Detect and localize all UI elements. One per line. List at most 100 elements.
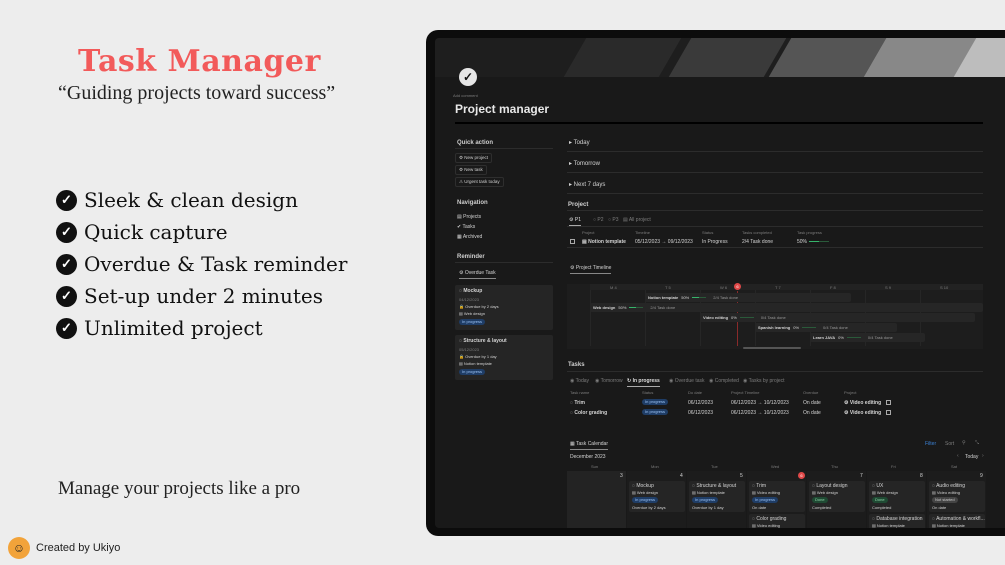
title-divider — [455, 122, 983, 124]
task-tab-tasks-by-project[interactable]: ◉ Tasks by project — [743, 378, 785, 384]
reminder-card[interactable]: ◌ Structure & layout 05/12/2023 🔒 Overdue … — [455, 335, 553, 380]
task-tab-today[interactable]: ◉ Today — [570, 378, 590, 384]
new-project-button[interactable]: ⚙ New project — [455, 153, 493, 163]
expand-icon[interactable]: ⤡ — [975, 440, 980, 446]
timeline-header — [590, 284, 983, 290]
calendar-task-card[interactable]: ◌ Trim ▤ Video editing In progress On date — [749, 481, 805, 512]
prev-month-button[interactable]: ‹ — [957, 453, 959, 459]
card-task-name: ◌ Automation & workfl... — [932, 516, 985, 522]
task-project[interactable]: ⚙ Video editing — [844, 400, 882, 406]
task-calendar-tab[interactable]: ▦ Task Calendar — [570, 441, 608, 450]
timeline-bar[interactable]: Web design 50% 2/4 Task done — [590, 303, 983, 312]
toggle-tomorrow[interactable]: ▸ Tomorrow — [569, 161, 600, 167]
bar-pct: 0% — [793, 325, 800, 330]
calendar-date: 8 — [920, 473, 923, 479]
timeline-bar[interactable]: Spanish learning 0% 0/4 Task done — [755, 323, 897, 332]
project-tab-p3[interactable]: ○ P3 — [608, 217, 619, 223]
feature-label: Unlimited project — [84, 316, 263, 340]
calendar-task-card[interactable]: ◌ UX ▤ Web design Done Completed — [869, 481, 925, 512]
task-project[interactable]: ⚙ Video editing — [844, 410, 882, 416]
task-name[interactable]: ◌ Trim — [570, 400, 585, 406]
project-status: In Progress — [702, 239, 728, 245]
reminder-card[interactable]: ◌ Mockup 04/12/2023 🔒 Overdue by 2 days ▤ W… — [455, 285, 553, 330]
timeline-bar[interactable]: Video editing 0% 0/4 Task done — [700, 313, 975, 322]
toggle-today[interactable]: ▸ Today — [569, 140, 590, 146]
reminder-overdue: 🔒 Overdue by 2 days — [459, 304, 499, 309]
today-marker: 6 — [734, 283, 741, 290]
task-tab-tomorrow[interactable]: ◉ Tomorrow — [595, 378, 623, 384]
card-note: Overdue by 1 day — [692, 505, 724, 510]
bar-content: Video editing 0% 0/4 Task done — [703, 315, 786, 320]
card-project: ▤ Video editing — [932, 490, 960, 495]
card-note: On date — [752, 505, 767, 510]
card-note: Completed — [812, 505, 832, 510]
nav-tasks[interactable]: ✔ Tasks — [457, 224, 476, 230]
reminder-task-name: ◌ Structure & layout — [459, 338, 507, 344]
project-tab-p1[interactable]: ⚙ P1 — [569, 217, 581, 226]
reminder-heading: Reminder — [457, 254, 485, 260]
card-status: Not started — [932, 497, 958, 503]
next-month-button[interactable]: › — [982, 453, 984, 459]
tasks-heading: Tasks — [568, 362, 585, 368]
bar-name: Video editing — [703, 315, 729, 320]
task-tab-in-progress[interactable]: ↻ In progress — [627, 378, 660, 387]
task-checkbox[interactable] — [886, 400, 891, 405]
calendar-date: 9 — [980, 473, 983, 479]
task-tab-completed[interactable]: ◉ Completed — [709, 378, 739, 384]
task-checkbox[interactable] — [886, 410, 891, 415]
bar-done: 2/4 Task done — [650, 305, 676, 310]
calendar-task-card[interactable]: ◌ Mockup ▤ Web design In progress Overdue b… — [629, 481, 685, 512]
project-name[interactable]: ▤ Notion template — [582, 239, 626, 245]
toggle-next-7-days[interactable]: ▸ Next 7 days — [569, 182, 606, 188]
feature-item: ✓ Set-up under 2 minutes — [56, 280, 347, 312]
nav-archived[interactable]: ▦ Archived — [457, 234, 483, 240]
card-project: ▤ Notion template — [872, 523, 905, 528]
urgent-task-button[interactable]: ⚠ Urgent task today — [455, 177, 504, 187]
reminder-project: ▤ Notion template — [459, 361, 492, 366]
button-label: Urgent task today — [464, 179, 500, 184]
new-task-button[interactable]: ⚙ New task — [455, 165, 487, 175]
status-badge: Done — [872, 497, 888, 503]
timeline-bar[interactable]: Learn JAVA 0% 0/4 Task done — [810, 333, 925, 342]
divider — [567, 151, 983, 152]
task-tab-overdue-task[interactable]: ◉ Overdue task — [669, 378, 705, 384]
project-tasks-done: 2/4 Task done — [742, 239, 774, 245]
calendar-task-card[interactable]: ◌ Automation & workfl... ▤ Notion templat… — [929, 514, 985, 528]
overdue-task-tab[interactable]: ⚙ Overdue Task — [459, 270, 496, 279]
calendar-task-card[interactable]: ◌ Layout design ▤ Web design Done Completed — [809, 481, 865, 512]
add-comment-link[interactable]: Add comment — [453, 93, 478, 98]
bar-progress — [846, 337, 861, 339]
timeline-day: M 4 — [610, 285, 617, 290]
task-name[interactable]: ◌ Color grading — [570, 410, 608, 416]
reminder-date: 04/12/2023 — [459, 297, 480, 302]
today-button[interactable]: Today — [965, 454, 979, 460]
row-checkbox[interactable] — [570, 239, 575, 244]
feature-label: Overdue & Task reminder — [84, 252, 348, 276]
project-tab-all-project[interactable]: ▤ All project — [623, 217, 651, 223]
feature-label: Set-up under 2 minutes — [84, 284, 324, 308]
project-tab-p2[interactable]: ○ P2 — [593, 217, 604, 223]
nav-projects[interactable]: ▤ Projects — [457, 214, 482, 220]
timeline-scrollbar[interactable] — [743, 347, 801, 349]
filter-button[interactable]: Filter — [925, 441, 937, 447]
project-timeline-tab[interactable]: ⚙ Project Timeline — [570, 265, 612, 274]
calendar-day-cell[interactable] — [567, 471, 626, 528]
timeline-bar[interactable]: Notion template 50% 2/4 Task done — [645, 293, 851, 302]
weekday-label: Sat — [951, 464, 958, 469]
project-column-header: Status — [702, 230, 714, 235]
card-project: ▤ Web design — [632, 490, 658, 495]
status-badge: In progress — [642, 399, 669, 405]
navigation-heading: Navigation — [457, 200, 488, 206]
calendar-task-card[interactable]: ◌ Color grading ▤ Video editing — [749, 514, 805, 528]
card-task-name: ◌ Mockup — [632, 483, 654, 489]
search-icon[interactable]: ⚲ — [962, 440, 966, 446]
calendar-task-card[interactable]: ◌ Audio editing ▤ Video editing Not starte… — [929, 481, 985, 512]
divider — [567, 172, 983, 173]
calendar-task-card[interactable]: ◌ Structure & layout ▤ Notion template In … — [689, 481, 745, 512]
calendar-task-card[interactable]: ◌ Database integration ▤ Notion template — [869, 514, 925, 528]
sort-button[interactable]: Sort — [945, 441, 955, 447]
bar-progress — [802, 327, 817, 329]
card-project: ▤ Notion template — [932, 523, 965, 528]
feature-item: ✓ Sleek & clean design — [56, 184, 347, 216]
bar-progress-fill — [692, 297, 700, 299]
